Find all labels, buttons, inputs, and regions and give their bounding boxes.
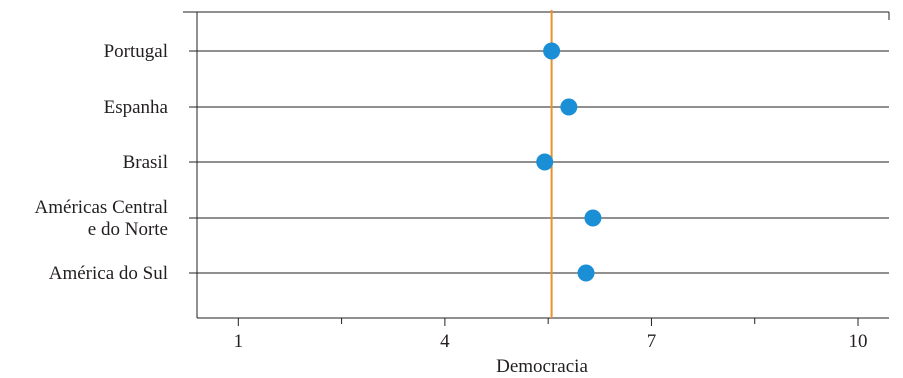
data-point xyxy=(543,42,561,60)
data-point xyxy=(536,153,554,171)
category-label: Espanha xyxy=(104,97,169,118)
category-label: e do Norte xyxy=(88,219,168,240)
data-point xyxy=(577,264,595,282)
data-points xyxy=(536,42,602,282)
category-label: Brasil xyxy=(123,152,168,173)
data-point xyxy=(584,209,602,227)
axes xyxy=(183,11,890,319)
x-ticks: 1 4 7 10 xyxy=(234,318,868,352)
x-axis-title: Democracia xyxy=(496,356,588,377)
category-label: Portugal xyxy=(104,41,168,62)
category-label: Américas Central xyxy=(35,197,168,218)
x-tick-label: 4 xyxy=(440,331,450,352)
x-tick-label: 1 xyxy=(234,331,244,352)
x-tick-label: 7 xyxy=(647,331,657,352)
x-tick-label: 10 xyxy=(849,331,868,352)
category-label: América do Sul xyxy=(49,263,168,284)
data-point xyxy=(560,98,578,116)
